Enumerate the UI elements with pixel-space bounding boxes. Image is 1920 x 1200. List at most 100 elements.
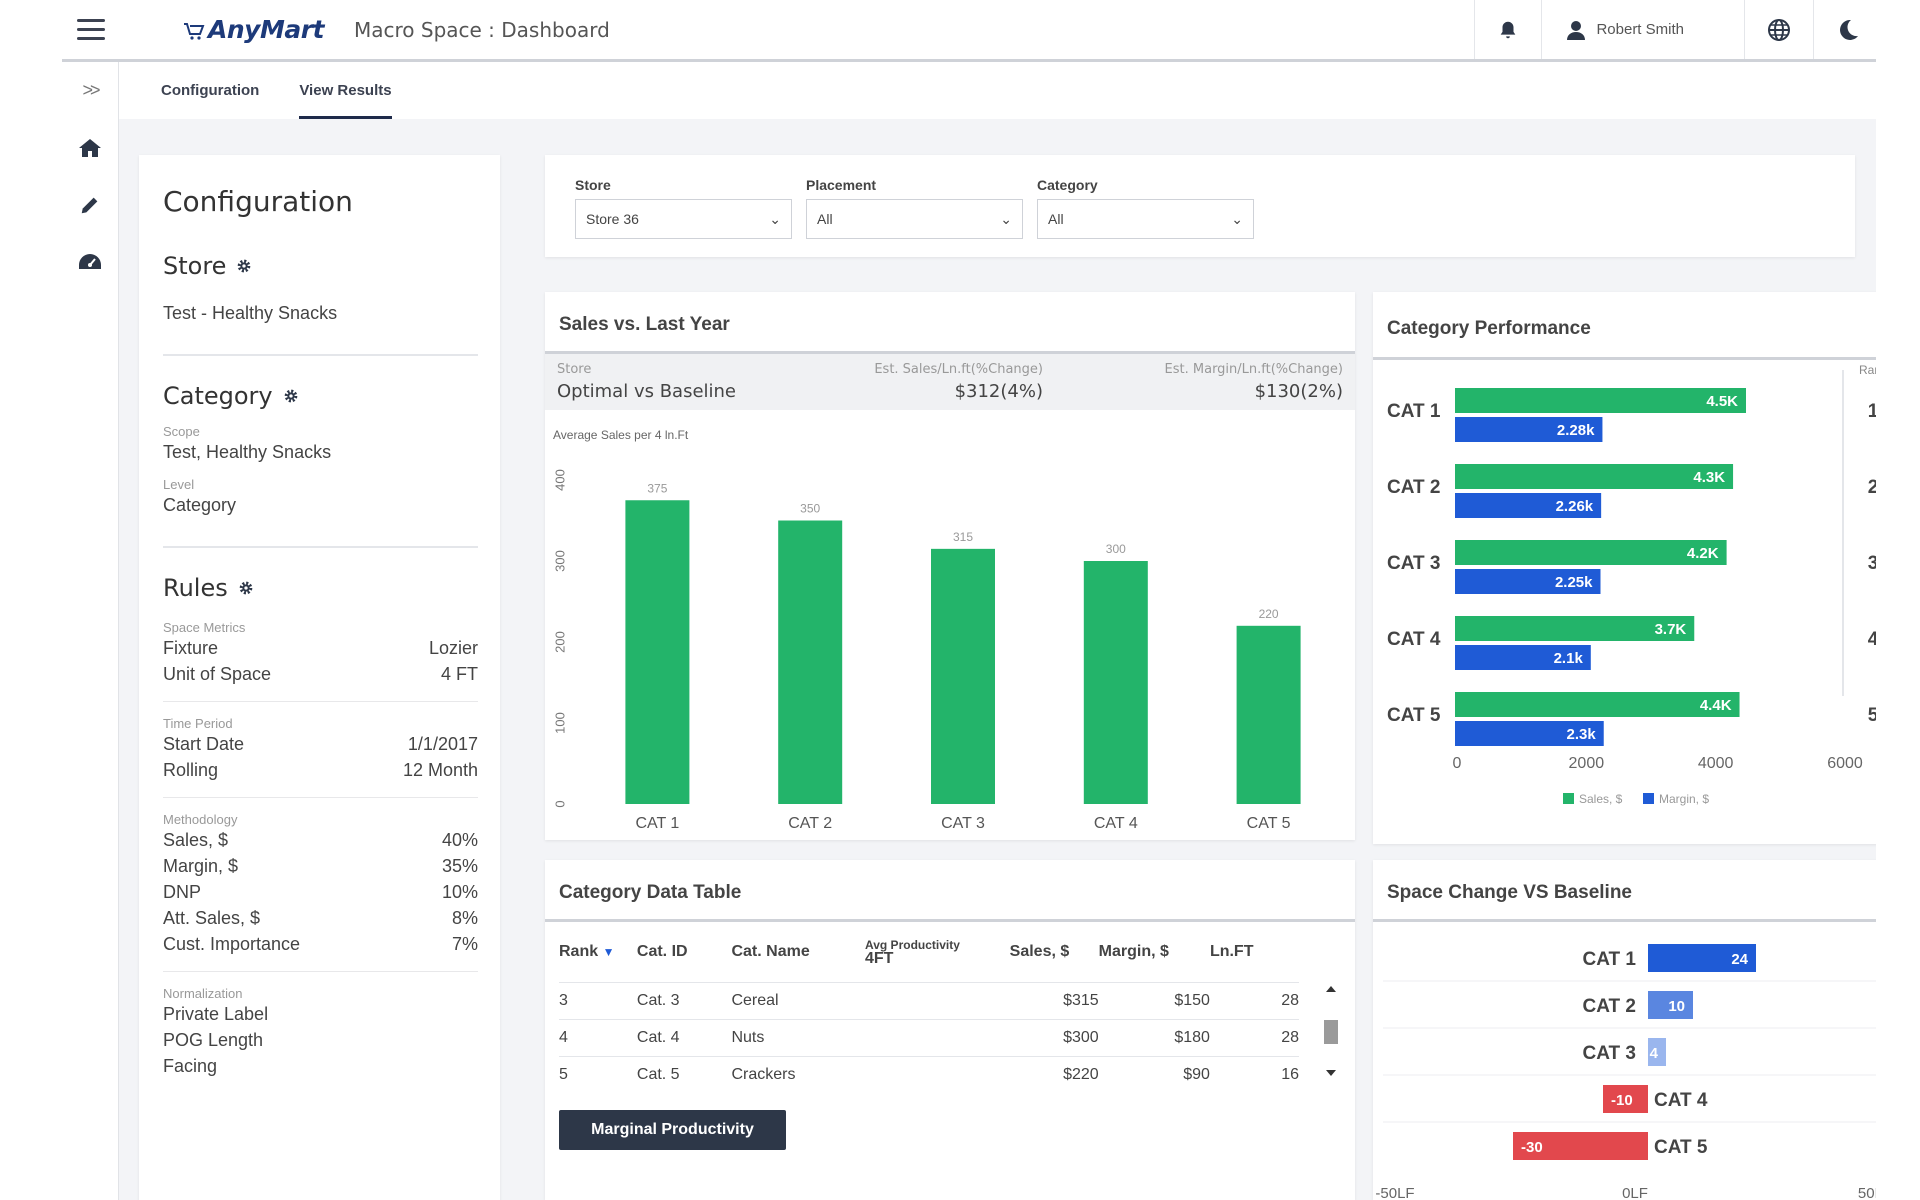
divider (163, 797, 478, 798)
avg-productivity-header[interactable]: Avg Productivity 4FT (865, 922, 1010, 982)
cat-id-header[interactable]: Cat. ID (636, 942, 688, 960)
sales-bar (625, 500, 690, 804)
legend-sales-label: Sales, $ (1579, 792, 1623, 806)
x-category-label: CAT 5 (1247, 815, 1291, 832)
placement-select-value: All (817, 211, 833, 227)
sales-bar (1455, 388, 1746, 413)
notifications-button[interactable] (1474, 0, 1541, 59)
category-select[interactable]: All ⌄ (1037, 199, 1254, 239)
cell-cat-name: Cereal (731, 981, 865, 1019)
avg-productivity-unit: 4FT (865, 949, 894, 967)
cell-margin: $90 (1098, 1055, 1210, 1093)
configuration-panel: Configuration Store Test - Healthy Snack… (139, 155, 500, 1200)
category-settings-gear-icon[interactable] (283, 388, 299, 404)
placement-filter: Placement All ⌄ (806, 177, 1023, 257)
table-row[interactable]: 5 Cat. 5 Crackers $220 $90 16 (559, 1055, 1299, 1093)
table-row[interactable]: 3 Cat. 3 Cereal $315 $150 28 (559, 981, 1299, 1019)
sales-bar (931, 548, 995, 804)
category-filter-label: Category (1037, 177, 1098, 193)
scope-label: Scope (163, 424, 200, 439)
scroll-up-icon[interactable] (1326, 986, 1336, 992)
cell-productivity (865, 1055, 1010, 1093)
rank-header[interactable]: Rank ▼ (559, 922, 637, 982)
cell-rank: 4 (559, 1018, 637, 1056)
category-heading: Category (163, 382, 273, 410)
category-filter: Category All ⌄ (1037, 177, 1254, 257)
rule-value: 8% (451, 908, 478, 928)
rule-value: 12 Month (402, 760, 478, 780)
rank-column-label: Rank (1859, 363, 1876, 377)
store-select-value: Store 36 (586, 211, 639, 227)
sales-header[interactable]: Sales, $ (1009, 942, 1070, 960)
chart-y-caption: Average Sales per 4 ln.Ft (553, 428, 689, 442)
sales-bar (1236, 625, 1301, 804)
scope-value: Test, Healthy Snacks (163, 442, 332, 462)
rule-row: DNP 10% (163, 879, 478, 905)
logo-text: AnyMart (208, 15, 324, 44)
cart-icon (184, 22, 205, 40)
pencil-icon[interactable] (62, 176, 118, 233)
scroll-down-icon[interactable] (1326, 1070, 1336, 1076)
sales-bar (1455, 540, 1727, 565)
margin-bar (1455, 493, 1602, 518)
expand-rail-icon[interactable]: >> (82, 80, 100, 100)
tab-configuration[interactable]: Configuration (161, 82, 260, 99)
store-select[interactable]: Store 36 ⌄ (575, 199, 792, 239)
level-label: Level (163, 477, 195, 492)
rules-section-title: Rules (163, 574, 478, 602)
language-button[interactable] (1744, 0, 1813, 59)
rule-row: Cust. Importance 7% (163, 931, 478, 957)
scroll-thumb[interactable] (1324, 1020, 1338, 1044)
cell-cat-id: Cat. 3 (636, 981, 732, 1019)
tab-view-results[interactable]: View Results (283, 62, 407, 119)
space-change-value: 24 (1731, 951, 1748, 968)
normalization-label: Normalization (163, 986, 243, 1001)
dark-mode-toggle[interactable] (1813, 0, 1876, 59)
x-category-label: CAT 3 (941, 815, 985, 832)
margin-bar (1455, 569, 1601, 594)
rule-key: Unit of Space (163, 664, 272, 684)
rank-value: 4 (1868, 629, 1876, 650)
lnft-header[interactable]: Ln.FT (1209, 942, 1254, 960)
cat-name-header[interactable]: Cat. Name (731, 942, 810, 960)
hamburger-menu-icon[interactable] (62, 0, 120, 61)
bell-icon (1501, 21, 1516, 38)
rules-settings-gear-icon[interactable] (238, 580, 254, 596)
x-category-label: CAT 4 (1094, 815, 1138, 832)
legend-margin-swatch (1643, 793, 1654, 804)
rule-row: Sales, $ 40% (163, 827, 478, 853)
legend-margin-label: Margin, $ (1659, 792, 1709, 806)
dashboard-gauge-icon[interactable] (62, 233, 118, 290)
rule-key: Rolling (163, 760, 219, 780)
store-comparison-value: Optimal vs Baseline (557, 381, 737, 402)
marginal-productivity-button[interactable]: Marginal Productivity (559, 1110, 786, 1150)
sales-bar-label: 4.2K (1687, 545, 1719, 562)
category-performance-chart: Rank CAT 1 4.5K 2.28k 1 CAT 2 4.3K 2.26k 2 CAT 3 4… (1387, 363, 1876, 806)
home-icon[interactable] (62, 119, 118, 176)
normalization-item: Private Label (163, 1004, 269, 1024)
rule-key: Cust. Importance (163, 934, 301, 954)
store-settings-gear-icon[interactable] (236, 258, 252, 274)
y-tick-label: 300 (552, 550, 567, 572)
configuration-title: Configuration (163, 185, 353, 218)
space-category-label: CAT 5 (1654, 1137, 1708, 1158)
user-menu[interactable]: Robert Smith (1541, 0, 1744, 59)
x-tick-label: -50LF (1375, 1185, 1414, 1200)
cell-margin: $180 (1098, 1018, 1210, 1056)
margin-header[interactable]: Margin, $ (1098, 942, 1169, 960)
sales-bar-chart: 0 100 200 300 400 375 CAT 1 350 CAT 2 315 CAT 3 300… (552, 469, 1301, 832)
margin-bar-label: 2.3k (1567, 726, 1597, 743)
store-heading: Store (163, 252, 227, 280)
placement-select[interactable]: All ⌄ (806, 199, 1023, 239)
rule-row: Rolling 12 Month (163, 757, 478, 783)
table-row[interactable]: 4 Cat. 4 Nuts $300 $180 28 (559, 1018, 1299, 1056)
table-scrollbar[interactable] (1321, 982, 1341, 1092)
rule-value: 10% (441, 882, 478, 902)
x-tick-label: 6000 (1827, 755, 1863, 772)
rule-value: Lozier (428, 638, 478, 658)
rules-heading: Rules (163, 574, 228, 602)
anymart-logo[interactable]: AnyMart (182, 15, 324, 44)
header-actions: Robert Smith (1474, 0, 1876, 59)
category-performance-card: Category Performance Rank CAT 1 4.5K 2.28k 1… (1373, 292, 1876, 844)
